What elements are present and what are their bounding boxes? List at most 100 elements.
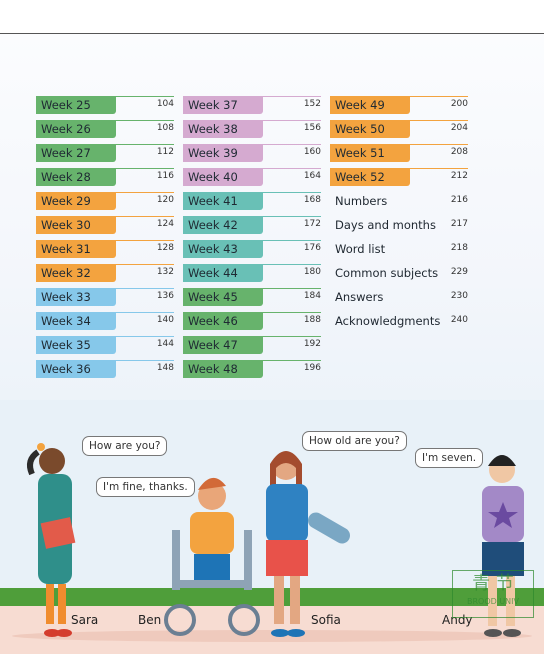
speech-bubble-fine-thanks: I'm fine, thanks. xyxy=(96,477,195,497)
entry-page-number: 120 xyxy=(156,195,174,205)
entry-rule xyxy=(36,288,174,289)
contents-entry: Answers 230 xyxy=(330,288,468,312)
contents-entry: Week 31 128 xyxy=(36,240,174,264)
contents-entry: Common subjects 229 xyxy=(330,264,468,288)
name-ben: Ben xyxy=(138,613,162,627)
contents-entry: Week 34 140 xyxy=(36,312,174,336)
entry-rule xyxy=(330,168,468,169)
contents-entry: Week 52 212 xyxy=(330,168,468,192)
entry-rule xyxy=(183,96,321,97)
entry-label: Week 42 xyxy=(183,217,263,234)
contents-entry: Week 35 144 xyxy=(36,336,174,360)
entry-label: Week 50 xyxy=(330,121,410,138)
entry-page-number: 218 xyxy=(450,243,468,253)
entry-rule xyxy=(183,240,321,241)
entry-page-number: 116 xyxy=(156,171,174,181)
speech-bubble-how-old: How old are you? xyxy=(302,431,407,451)
entry-rule xyxy=(183,264,321,265)
entry-label: Answers xyxy=(335,290,384,304)
watermark-logo: 青 节 BROOD UNIV xyxy=(452,570,534,618)
entry-label: Week 43 xyxy=(183,241,263,258)
entry-rule xyxy=(183,336,321,337)
entry-page-number: 217 xyxy=(450,219,468,229)
entry-page-number: 184 xyxy=(303,291,321,301)
contents-entry: Week 49 200 xyxy=(330,96,468,120)
speech-bubble-how-are-you: How are you? xyxy=(82,436,168,456)
entry-label: Week 35 xyxy=(36,337,116,354)
entry-page-number: 230 xyxy=(450,291,468,301)
top-bar xyxy=(0,0,544,34)
entry-label: Acknowledgments xyxy=(335,314,441,328)
entry-page-number: 216 xyxy=(450,195,468,205)
entry-rule xyxy=(183,144,321,145)
contents-entry: Acknowledgments 240 xyxy=(330,312,468,336)
entry-rule xyxy=(330,144,468,145)
contents-entry: Word list 218 xyxy=(330,240,468,264)
entry-page-number: 128 xyxy=(156,243,174,253)
entry-page-number: 176 xyxy=(303,243,321,253)
entry-rule xyxy=(36,192,174,193)
entry-page-number: 188 xyxy=(303,315,321,325)
entry-page-number: 229 xyxy=(450,267,468,277)
entry-label: Week 41 xyxy=(183,193,263,210)
contents-entry: Week 45 184 xyxy=(183,288,321,312)
contents-entry: Week 50 204 xyxy=(330,120,468,144)
entry-page-number: 196 xyxy=(303,363,321,373)
contents-entry: Week 40 164 xyxy=(183,168,321,192)
contents-entry: Week 48 196 xyxy=(183,360,321,384)
entry-label: Week 52 xyxy=(330,169,410,186)
entry-label: Week 30 xyxy=(36,217,116,234)
entry-page-number: 156 xyxy=(303,123,321,133)
entry-label: Week 29 xyxy=(36,193,116,210)
entry-rule xyxy=(183,168,321,169)
sofia-figure xyxy=(266,451,350,637)
entry-page-number: 140 xyxy=(156,315,174,325)
entry-page-number: 160 xyxy=(303,147,321,157)
contents-entry: Week 25 104 xyxy=(36,96,174,120)
entry-page-number: 172 xyxy=(303,219,321,229)
contents-entry: Week 51 208 xyxy=(330,144,468,168)
contents-entry: Week 32 132 xyxy=(36,264,174,288)
entry-rule xyxy=(183,216,321,217)
entry-label: Common subjects xyxy=(335,266,439,280)
entry-rule xyxy=(36,240,174,241)
entry-page-number: 192 xyxy=(303,339,321,349)
entry-page-number: 212 xyxy=(450,171,468,181)
entry-rule xyxy=(183,288,321,289)
entry-label: Week 31 xyxy=(36,241,116,258)
scene-art xyxy=(0,400,544,654)
entry-page-number: 152 xyxy=(303,99,321,109)
entry-label: Week 40 xyxy=(183,169,263,186)
entry-label: Week 45 xyxy=(183,289,263,306)
entry-label: Week 27 xyxy=(36,145,116,162)
contents-entry: Days and months 217 xyxy=(330,216,468,240)
entry-rule xyxy=(183,312,321,313)
entry-rule xyxy=(36,312,174,313)
contents-entry: Week 33 136 xyxy=(36,288,174,312)
entry-page-number: 168 xyxy=(303,195,321,205)
entry-page-number: 136 xyxy=(156,291,174,301)
watermark-line-1: 青 节 xyxy=(472,573,514,594)
entry-page-number: 204 xyxy=(450,123,468,133)
entry-label: Week 36 xyxy=(36,361,116,378)
entry-rule xyxy=(36,144,174,145)
entry-rule xyxy=(183,120,321,121)
entry-page-number: 164 xyxy=(303,171,321,181)
entry-page-number: 132 xyxy=(156,267,174,277)
contents-entry: Week 26 108 xyxy=(36,120,174,144)
sara-figure xyxy=(27,443,76,637)
entry-page-number: 148 xyxy=(156,363,174,373)
entry-label: Week 38 xyxy=(183,121,263,138)
entry-label: Numbers xyxy=(335,194,388,208)
contents-entry: Week 46 188 xyxy=(183,312,321,336)
entry-rule xyxy=(36,216,174,217)
entry-rule xyxy=(36,264,174,265)
contents-column-2: Week 37 152 Week 38 156 Week 39 160 Week 40 164… xyxy=(183,96,321,384)
entry-page-number: 144 xyxy=(156,339,174,349)
entry-label: Week 28 xyxy=(36,169,116,186)
entry-label: Week 49 xyxy=(330,97,410,114)
entry-page-number: 108 xyxy=(156,123,174,133)
entry-label: Week 25 xyxy=(36,97,116,114)
entry-label: Word list xyxy=(335,242,386,256)
entry-page-number: 112 xyxy=(156,147,174,157)
